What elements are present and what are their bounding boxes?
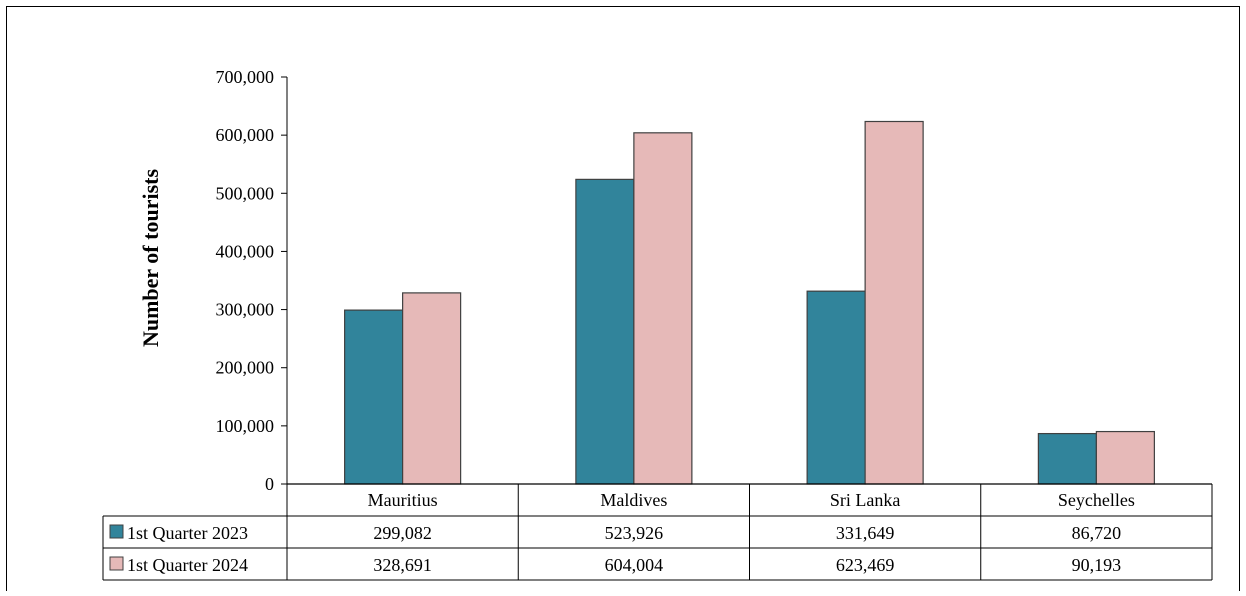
bar xyxy=(575,178,635,485)
data-value-label: 523,926 xyxy=(605,523,664,543)
bar xyxy=(806,290,866,485)
legend-swatch xyxy=(109,556,124,571)
bar xyxy=(1095,430,1155,485)
bar xyxy=(344,309,404,485)
y-axis: 0 100,000 200,000 300,000 400,000 500,000 600,… xyxy=(216,67,288,494)
bars xyxy=(344,120,1155,485)
chart-border xyxy=(6,6,1240,596)
data-value-label: 86,720 xyxy=(1072,523,1122,543)
category-label: Mauritius xyxy=(368,490,438,510)
bar xyxy=(1037,432,1097,485)
bar xyxy=(633,132,693,485)
category-label: Seychelles xyxy=(1058,490,1135,510)
data-value-label: 331,649 xyxy=(836,523,895,543)
category-label: Maldives xyxy=(600,490,667,510)
data-value-label: 299,082 xyxy=(373,523,432,543)
bar xyxy=(864,120,924,485)
y-tick-label: 0 xyxy=(265,474,274,494)
category-label: Sri Lanka xyxy=(830,490,900,510)
data-table: Mauritius Maldives Sri Lanka Seychelles 1st … xyxy=(102,483,1213,581)
data-value-label: 604,004 xyxy=(605,555,664,575)
data-value-label: 328,691 xyxy=(373,555,432,575)
legend-label: 1st Quarter 2024 xyxy=(127,555,248,575)
y-tick-label: 300,000 xyxy=(216,300,275,320)
legend-swatch xyxy=(109,524,124,539)
y-tick-label: 100,000 xyxy=(216,416,275,436)
data-value-label: 90,193 xyxy=(1072,555,1122,575)
bar xyxy=(402,292,462,485)
legend-label: 1st Quarter 2023 xyxy=(127,523,248,543)
y-tick-label: 200,000 xyxy=(216,358,275,378)
y-axis-title: Number of tourists xyxy=(138,169,163,347)
data-value-label: 623,469 xyxy=(836,555,895,575)
y-tick-label: 400,000 xyxy=(216,241,275,261)
y-tick-label: 700,000 xyxy=(216,67,275,87)
y-tick-label: 500,000 xyxy=(216,183,275,203)
y-tick-label: 600,000 xyxy=(216,125,275,145)
